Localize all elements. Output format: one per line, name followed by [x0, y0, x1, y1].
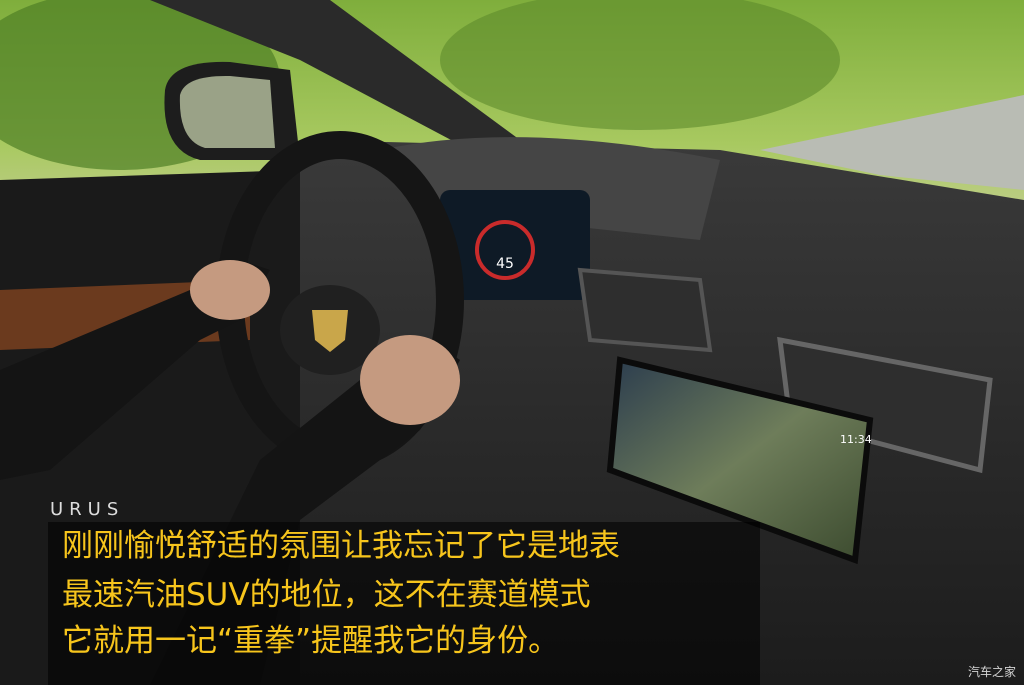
speed: 45 [496, 256, 514, 272]
arm [0, 260, 270, 480]
hand [360, 335, 460, 425]
caption-box [48, 522, 760, 685]
a-pillar [150, 0, 520, 150]
caption-line: 它就用一记“重拳”提醒我它的身份。 [62, 623, 559, 659]
vent [577, 267, 713, 353]
rev-gauge [475, 220, 535, 280]
mirror-glass [179, 75, 275, 148]
road [760, 95, 1024, 190]
hand [190, 260, 270, 320]
caption-line: 刚刚愉悦舒适的氛围让我忘记了它是地表 [62, 528, 620, 564]
caption-line: 最速汽油SUV的地位，这不在赛道模式 [62, 577, 591, 613]
infotainment-screen [606, 356, 874, 565]
tree [440, 0, 840, 130]
urus-logo: URUS [50, 499, 124, 520]
screen-clock: 11:34 [840, 433, 872, 446]
watermark: 汽车之家 [968, 664, 1016, 679]
badge [312, 310, 348, 352]
instrument-cluster [440, 190, 590, 300]
vent [777, 336, 993, 474]
